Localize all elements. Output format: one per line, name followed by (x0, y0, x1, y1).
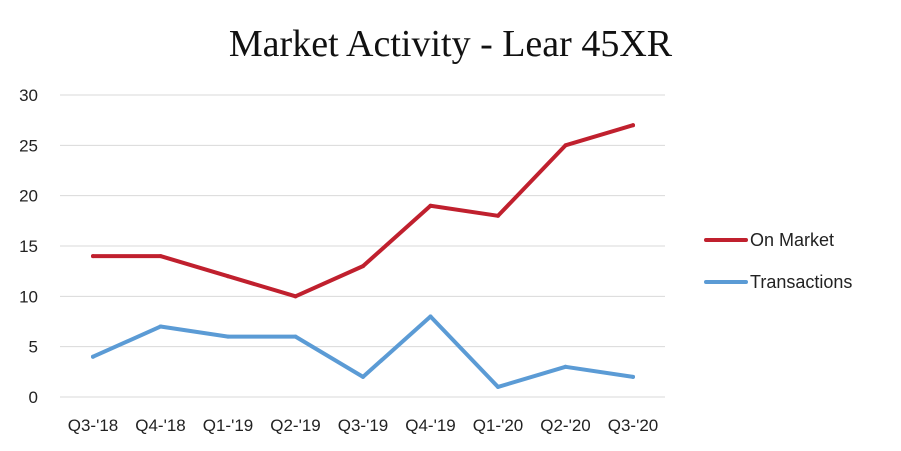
y-tick-label: 25 (19, 136, 38, 155)
legend-label: Transactions (750, 272, 852, 292)
data-point (361, 374, 365, 379)
x-tick-label: Q2-'20 (540, 416, 591, 435)
y-tick-label: 5 (29, 338, 38, 357)
data-point (361, 264, 365, 269)
y-tick-label: 10 (19, 287, 38, 306)
x-tick-label: Q4-'19 (405, 416, 456, 435)
data-point (631, 374, 635, 379)
data-point (293, 334, 298, 339)
data-point (428, 203, 433, 208)
y-tick-label: 30 (19, 86, 38, 105)
x-tick-label: Q1-'20 (473, 416, 524, 435)
data-point (496, 384, 500, 389)
x-axis-tick-labels: Q3-'18 Q4-'18 Q1-'19 Q2-'19 Q3-'19 Q4-'19 Q1-'… (68, 416, 659, 435)
data-point (631, 123, 635, 128)
x-tick-label: Q2-'19 (270, 416, 321, 435)
chart-title: Market Activity - Lear 45XR (228, 23, 673, 65)
data-point (226, 274, 230, 279)
series-line (91, 123, 635, 299)
data-point (158, 254, 163, 259)
data-point (91, 354, 95, 359)
legend: On Market Transactions (704, 230, 852, 292)
x-tick-label: Q1-'19 (203, 416, 254, 435)
y-tick-label: 0 (29, 388, 38, 407)
y-tick-label: 20 (19, 187, 38, 206)
x-tick-label: Q3-'18 (68, 416, 119, 435)
gridlines (60, 94, 665, 398)
data-point (428, 314, 433, 319)
legend-label: On Market (750, 230, 834, 250)
series-transactions (91, 314, 635, 389)
legend-item: Transactions (704, 272, 852, 292)
data-point (91, 254, 95, 259)
data-point (563, 143, 568, 148)
data-point (293, 294, 298, 299)
x-tick-label: Q4-'18 (135, 416, 186, 435)
series-on-market (91, 123, 635, 299)
data-point (226, 334, 230, 339)
data-point (496, 213, 500, 218)
legend-item: On Market (704, 230, 834, 250)
data-point (158, 324, 163, 329)
x-tick-label: Q3-'19 (338, 416, 389, 435)
x-tick-label: Q3-'20 (608, 416, 659, 435)
data-point (563, 364, 568, 369)
y-axis-tick-labels: 0 5 10 15 20 25 30 (19, 86, 38, 407)
series-lines (91, 123, 635, 389)
y-tick-label: 15 (19, 237, 38, 256)
